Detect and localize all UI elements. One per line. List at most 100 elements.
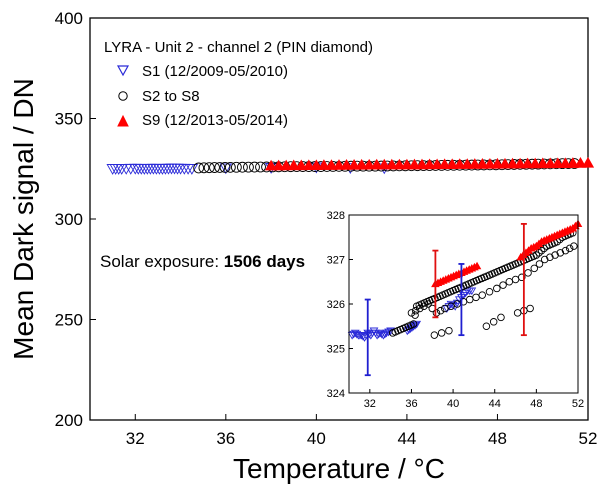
- data-point: [536, 157, 549, 169]
- y-tick-label: 325: [327, 343, 345, 355]
- data-point: [514, 157, 527, 169]
- data-point: [565, 244, 574, 253]
- data-point: [332, 159, 346, 170]
- y-tick-label: 350: [55, 109, 83, 128]
- data-point: [409, 320, 418, 328]
- data-point: [280, 159, 293, 171]
- data-point: [561, 246, 570, 255]
- data-point: [556, 249, 565, 257]
- data-point: [446, 158, 459, 169]
- legend-marker-s9: [117, 114, 129, 127]
- y-tick-label: 250: [55, 310, 83, 329]
- data-point: [467, 287, 477, 296]
- data-point: [407, 324, 417, 332]
- legend-entry-s9: S9 (12/2013-05/2014): [117, 112, 288, 129]
- error-bar: [458, 263, 465, 337]
- legend-marker-s2-s8: [118, 91, 128, 101]
- x-axis-title: Temperature / °C: [233, 453, 445, 484]
- data-point: [559, 157, 572, 168]
- data-point: [546, 253, 554, 262]
- data-point: [181, 163, 195, 175]
- data-point: [551, 251, 559, 259]
- data-point: [407, 309, 416, 317]
- x-tick-label: 32: [364, 398, 376, 410]
- solar-exposure-annotation: Solar exposure: 1506 days: [100, 252, 305, 271]
- x-tick-label: 48: [530, 398, 542, 410]
- data-point: [393, 158, 406, 170]
- data-point: [424, 300, 432, 308]
- data-point: [432, 309, 441, 317]
- data-point: [436, 306, 445, 315]
- data-point: [400, 158, 413, 170]
- data-point: [230, 161, 242, 173]
- data-point: [532, 251, 541, 259]
- data-point: [448, 301, 458, 310]
- data-point: [411, 306, 420, 315]
- data-point: [198, 162, 210, 174]
- inset-axes: 32 36 40 44 48 52 324 325 326 327 328: [327, 210, 584, 410]
- series-2: [431, 219, 583, 288]
- data-point: [370, 158, 383, 170]
- data-point: [237, 161, 248, 173]
- x-tick-label: 44: [489, 398, 501, 410]
- data-point: [537, 246, 546, 255]
- data-point: [357, 332, 366, 340]
- data-point: [478, 291, 486, 299]
- data-point: [380, 330, 390, 339]
- y-tick-label: 324: [327, 388, 345, 400]
- data-point: [535, 260, 544, 268]
- data-point: [535, 249, 543, 257]
- data-point: [529, 157, 542, 169]
- y-tick-label: 300: [55, 210, 83, 229]
- main-axes: 32 36 40 44 48 52 200 250 300 350 400: [55, 9, 598, 448]
- data-point: [255, 161, 266, 173]
- data-point: [348, 158, 361, 170]
- data-point: [497, 313, 505, 322]
- data-point: [506, 157, 519, 169]
- data-point: [265, 159, 278, 171]
- x-tick-label: 52: [579, 429, 598, 448]
- data-point: [483, 157, 496, 169]
- legend: LYRA - Unit 2 - channel 2 (PIN diamond) …: [104, 39, 373, 129]
- data-point: [544, 157, 557, 169]
- data-point: [498, 157, 512, 169]
- data-point: [431, 158, 444, 170]
- x-tick-label: 52: [572, 398, 584, 410]
- y-tick-label: 327: [327, 254, 345, 266]
- data-point: [363, 158, 376, 170]
- x-tick-label: 48: [488, 429, 507, 448]
- data-point: [214, 162, 226, 173]
- data-point: [193, 162, 205, 174]
- data-point: [574, 157, 587, 168]
- data-point: [243, 161, 254, 173]
- data-point: [521, 157, 534, 169]
- y-tick-label: 400: [55, 9, 83, 28]
- data-point: [566, 157, 579, 168]
- data-point: [468, 158, 481, 169]
- data-point: [581, 156, 595, 168]
- data-point: [384, 328, 393, 337]
- solar-exposure-prefix: Solar exposure:: [100, 252, 224, 271]
- data-point: [491, 157, 504, 169]
- data-point: [518, 273, 526, 282]
- data-point: [219, 162, 231, 173]
- data-point: [209, 162, 220, 173]
- data-point: [224, 161, 236, 173]
- data-point: [185, 164, 199, 175]
- data-point: [461, 158, 474, 169]
- data-point: [272, 159, 285, 171]
- legend-title: LYRA - Unit 2 - channel 2 (PIN diamond): [104, 39, 373, 56]
- data-point: [437, 329, 446, 337]
- x-tick-label: 36: [405, 398, 417, 410]
- y-axis-title: Mean Dark signal / DN: [8, 78, 39, 360]
- data-point: [408, 158, 421, 170]
- data-point: [372, 332, 382, 340]
- data-point: [423, 158, 436, 170]
- data-point: [203, 162, 215, 174]
- y-tick-label: 200: [55, 411, 83, 430]
- data-point: [438, 158, 451, 170]
- data-point: [489, 318, 498, 326]
- error-bar: [432, 249, 439, 319]
- y-tick-label: 328: [327, 210, 345, 222]
